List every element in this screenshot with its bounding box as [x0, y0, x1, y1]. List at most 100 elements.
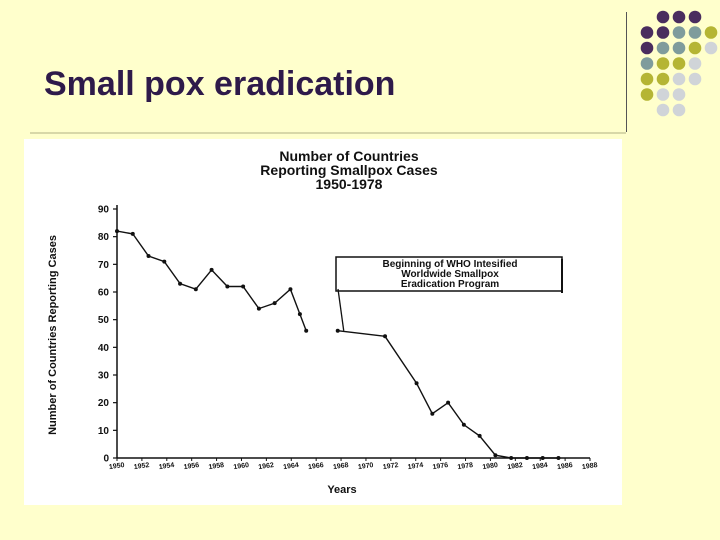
series-line [116, 230, 307, 331]
data-point [178, 281, 183, 286]
x-tick-label: 1960 [233, 462, 250, 471]
x-tick-label: 1954 [158, 462, 175, 471]
data-point [241, 284, 246, 289]
chart-title-line-3: 1950-1978 [316, 176, 383, 192]
y-axis-label: Number of Countries Reporting Cases [47, 235, 59, 435]
annotation-callout: Beginning of WHO Intesified Worldwide Sm… [335, 256, 563, 331]
x-tick-label: 1984 [532, 462, 549, 471]
data-point [383, 334, 388, 339]
decor-dot [656, 26, 670, 39]
data-point [556, 456, 561, 460]
smallpox-line-chart: Number of Countries Reporting Smallpox C… [47, 148, 598, 496]
series-line [337, 330, 559, 459]
data-point [256, 306, 261, 311]
data-point [540, 456, 545, 460]
decor-dot [640, 26, 654, 39]
x-tick-label: 1972 [382, 462, 399, 471]
annotation-box [335, 256, 563, 292]
decor-dot [640, 88, 654, 101]
decor-dot [672, 26, 686, 39]
y-tick-label: 60 [98, 288, 110, 299]
data-point [288, 287, 293, 292]
decor-dot [656, 10, 670, 24]
x-tick-label: 1952 [133, 462, 150, 471]
x-tick-label: 1978 [457, 462, 474, 471]
dot-grid-svg [640, 10, 718, 117]
x-tick-label: 1986 [557, 462, 574, 471]
x-tick-label: 1958 [208, 462, 225, 471]
annotation-line-1: Beginning of WHO Intesified [383, 259, 518, 270]
decor-dot [656, 41, 670, 55]
x-tick-label: 1950 [109, 462, 126, 471]
data-point [225, 284, 230, 289]
y-tick-label: 10 [98, 426, 110, 437]
vertical-divider [626, 12, 627, 132]
chart-axes: 0 10 20 30 40 50 60 70 80 90 1950 1952 1954 1956 1958 1… [98, 205, 598, 472]
decor-dot [672, 103, 686, 117]
x-tick-label: 1970 [358, 462, 375, 471]
y-tick-label: 40 [98, 343, 110, 354]
y-tick-label: 90 [98, 205, 110, 216]
annotation-line-2: Worldwide Smallpox [401, 269, 499, 280]
y-tick-label: 50 [98, 315, 110, 326]
y-tick-label: 0 [103, 454, 109, 465]
annotation-pointer [337, 288, 345, 331]
x-axis-label: Years [327, 484, 356, 496]
y-tick-label: 80 [98, 232, 110, 243]
decor-dot [704, 41, 718, 55]
decor-dot [688, 72, 702, 86]
decor-dot [672, 10, 686, 24]
x-tick-label: 1968 [333, 462, 350, 471]
slide-title: Small pox eradication [44, 65, 396, 103]
decor-dot [672, 41, 686, 55]
data-point [146, 254, 151, 259]
data-point [446, 400, 451, 405]
data-series-2 [335, 328, 561, 460]
data-point [272, 301, 277, 306]
decorative-dot-grid [639, 9, 720, 121]
chart-image: Number of Countries Reporting Smallpox C… [24, 139, 622, 505]
data-point [297, 312, 302, 317]
chart-title-line-2: Reporting Smallpox Cases [260, 162, 438, 178]
data-point [524, 456, 529, 460]
chart-title-line-1: Number of Countries [279, 148, 418, 164]
data-point [130, 231, 135, 236]
decor-dot [656, 88, 670, 101]
decor-dot [656, 103, 670, 117]
title-divider [30, 132, 626, 134]
decor-dot [640, 72, 654, 86]
decor-dot [656, 57, 670, 70]
data-point [414, 381, 419, 386]
data-point [209, 267, 214, 272]
data-point [493, 453, 498, 458]
data-point [115, 229, 119, 234]
decor-dot [688, 10, 702, 24]
decor-dot [688, 41, 702, 55]
decor-dot [688, 26, 702, 39]
x-tick-label: 1956 [183, 462, 200, 471]
y-tick-label: 30 [98, 371, 110, 382]
x-tick-label: 1982 [507, 462, 524, 471]
data-point [509, 456, 514, 460]
x-tick-label: 1962 [258, 462, 275, 471]
data-point [430, 411, 435, 416]
data-point [477, 433, 482, 438]
data-point [461, 422, 466, 427]
data-point [304, 328, 309, 333]
y-tick-label: 70 [98, 260, 110, 271]
x-tick-label: 1966 [308, 462, 325, 471]
decor-dot [672, 88, 686, 101]
x-tick-label: 1976 [432, 462, 449, 471]
x-tick-label: 1974 [407, 462, 424, 471]
decor-dot [672, 72, 686, 86]
decor-dot [688, 57, 702, 70]
x-tick-label: 1988 [582, 462, 599, 471]
decor-dot [656, 72, 670, 86]
x-tick-label: 1980 [482, 462, 499, 471]
annotation-line-3: Eradication Program [401, 279, 499, 290]
decor-dot [640, 41, 654, 55]
data-point [193, 287, 198, 292]
decor-dot [672, 57, 686, 70]
data-point [162, 259, 167, 264]
x-tick-label: 1964 [283, 462, 300, 471]
